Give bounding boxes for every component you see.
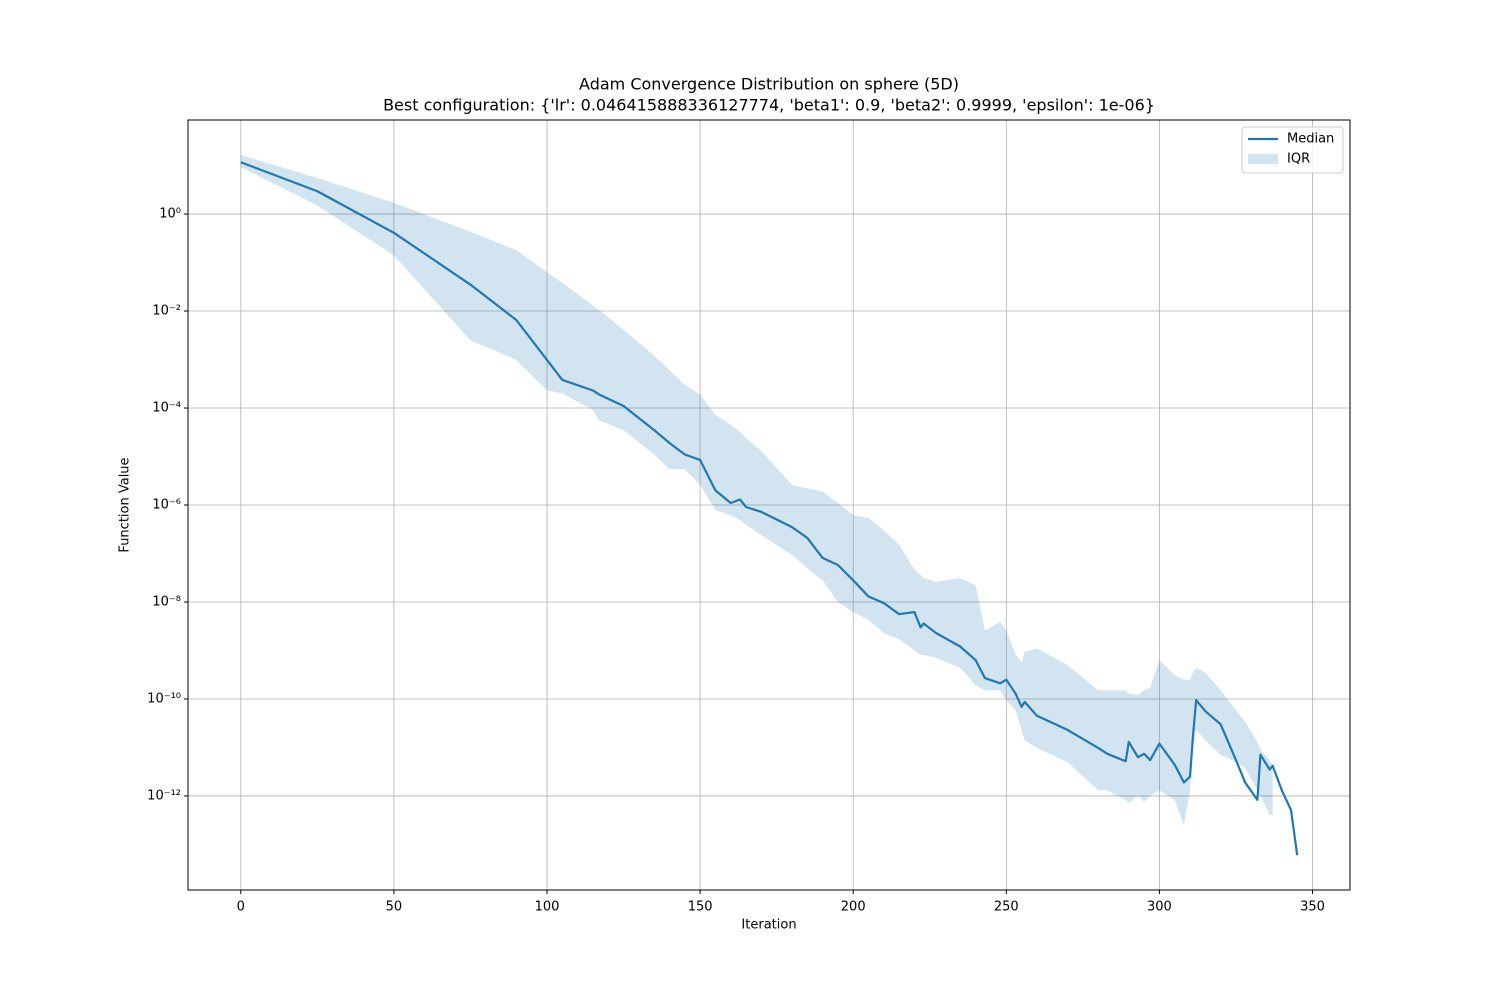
x-tick-label: 100 <box>535 900 560 915</box>
chart-subtitle: Best configuration: {'lr': 0.04641588833… <box>383 96 1155 115</box>
iqr-band <box>240 154 1273 826</box>
y-axis-label: Function Value <box>118 457 133 552</box>
median-line <box>240 161 1299 856</box>
x-tick-label: 0 <box>237 900 245 915</box>
x-tick-label: 200 <box>841 900 866 915</box>
x-tick-label: 50 <box>386 900 403 915</box>
legend-label: Median <box>1287 132 1334 147</box>
y-tick-label: 10⁻⁶ <box>152 498 181 513</box>
y-tick-label: 10⁻¹² <box>147 788 181 803</box>
y-tick-label: 10⁻² <box>152 304 181 319</box>
legend-label: IQR <box>1287 152 1310 167</box>
y-tick-label: 10⁻¹⁰ <box>147 691 181 706</box>
x-axis-label: Iteration <box>741 918 796 933</box>
chart-title: Adam Convergence Distribution on sphere … <box>579 75 959 94</box>
y-tick-label: 10⁻⁴ <box>152 401 181 416</box>
y-tick-label: 10⁻⁸ <box>152 594 181 609</box>
y-tick-label: 10⁰ <box>159 207 181 222</box>
x-tick-label: 300 <box>1147 900 1172 915</box>
plot-frame <box>187 119 1351 891</box>
x-tick-label: 350 <box>1300 900 1325 915</box>
x-tick-label: 150 <box>688 900 713 915</box>
legend-swatch <box>1248 154 1278 164</box>
x-tick-label: 250 <box>994 900 1019 915</box>
